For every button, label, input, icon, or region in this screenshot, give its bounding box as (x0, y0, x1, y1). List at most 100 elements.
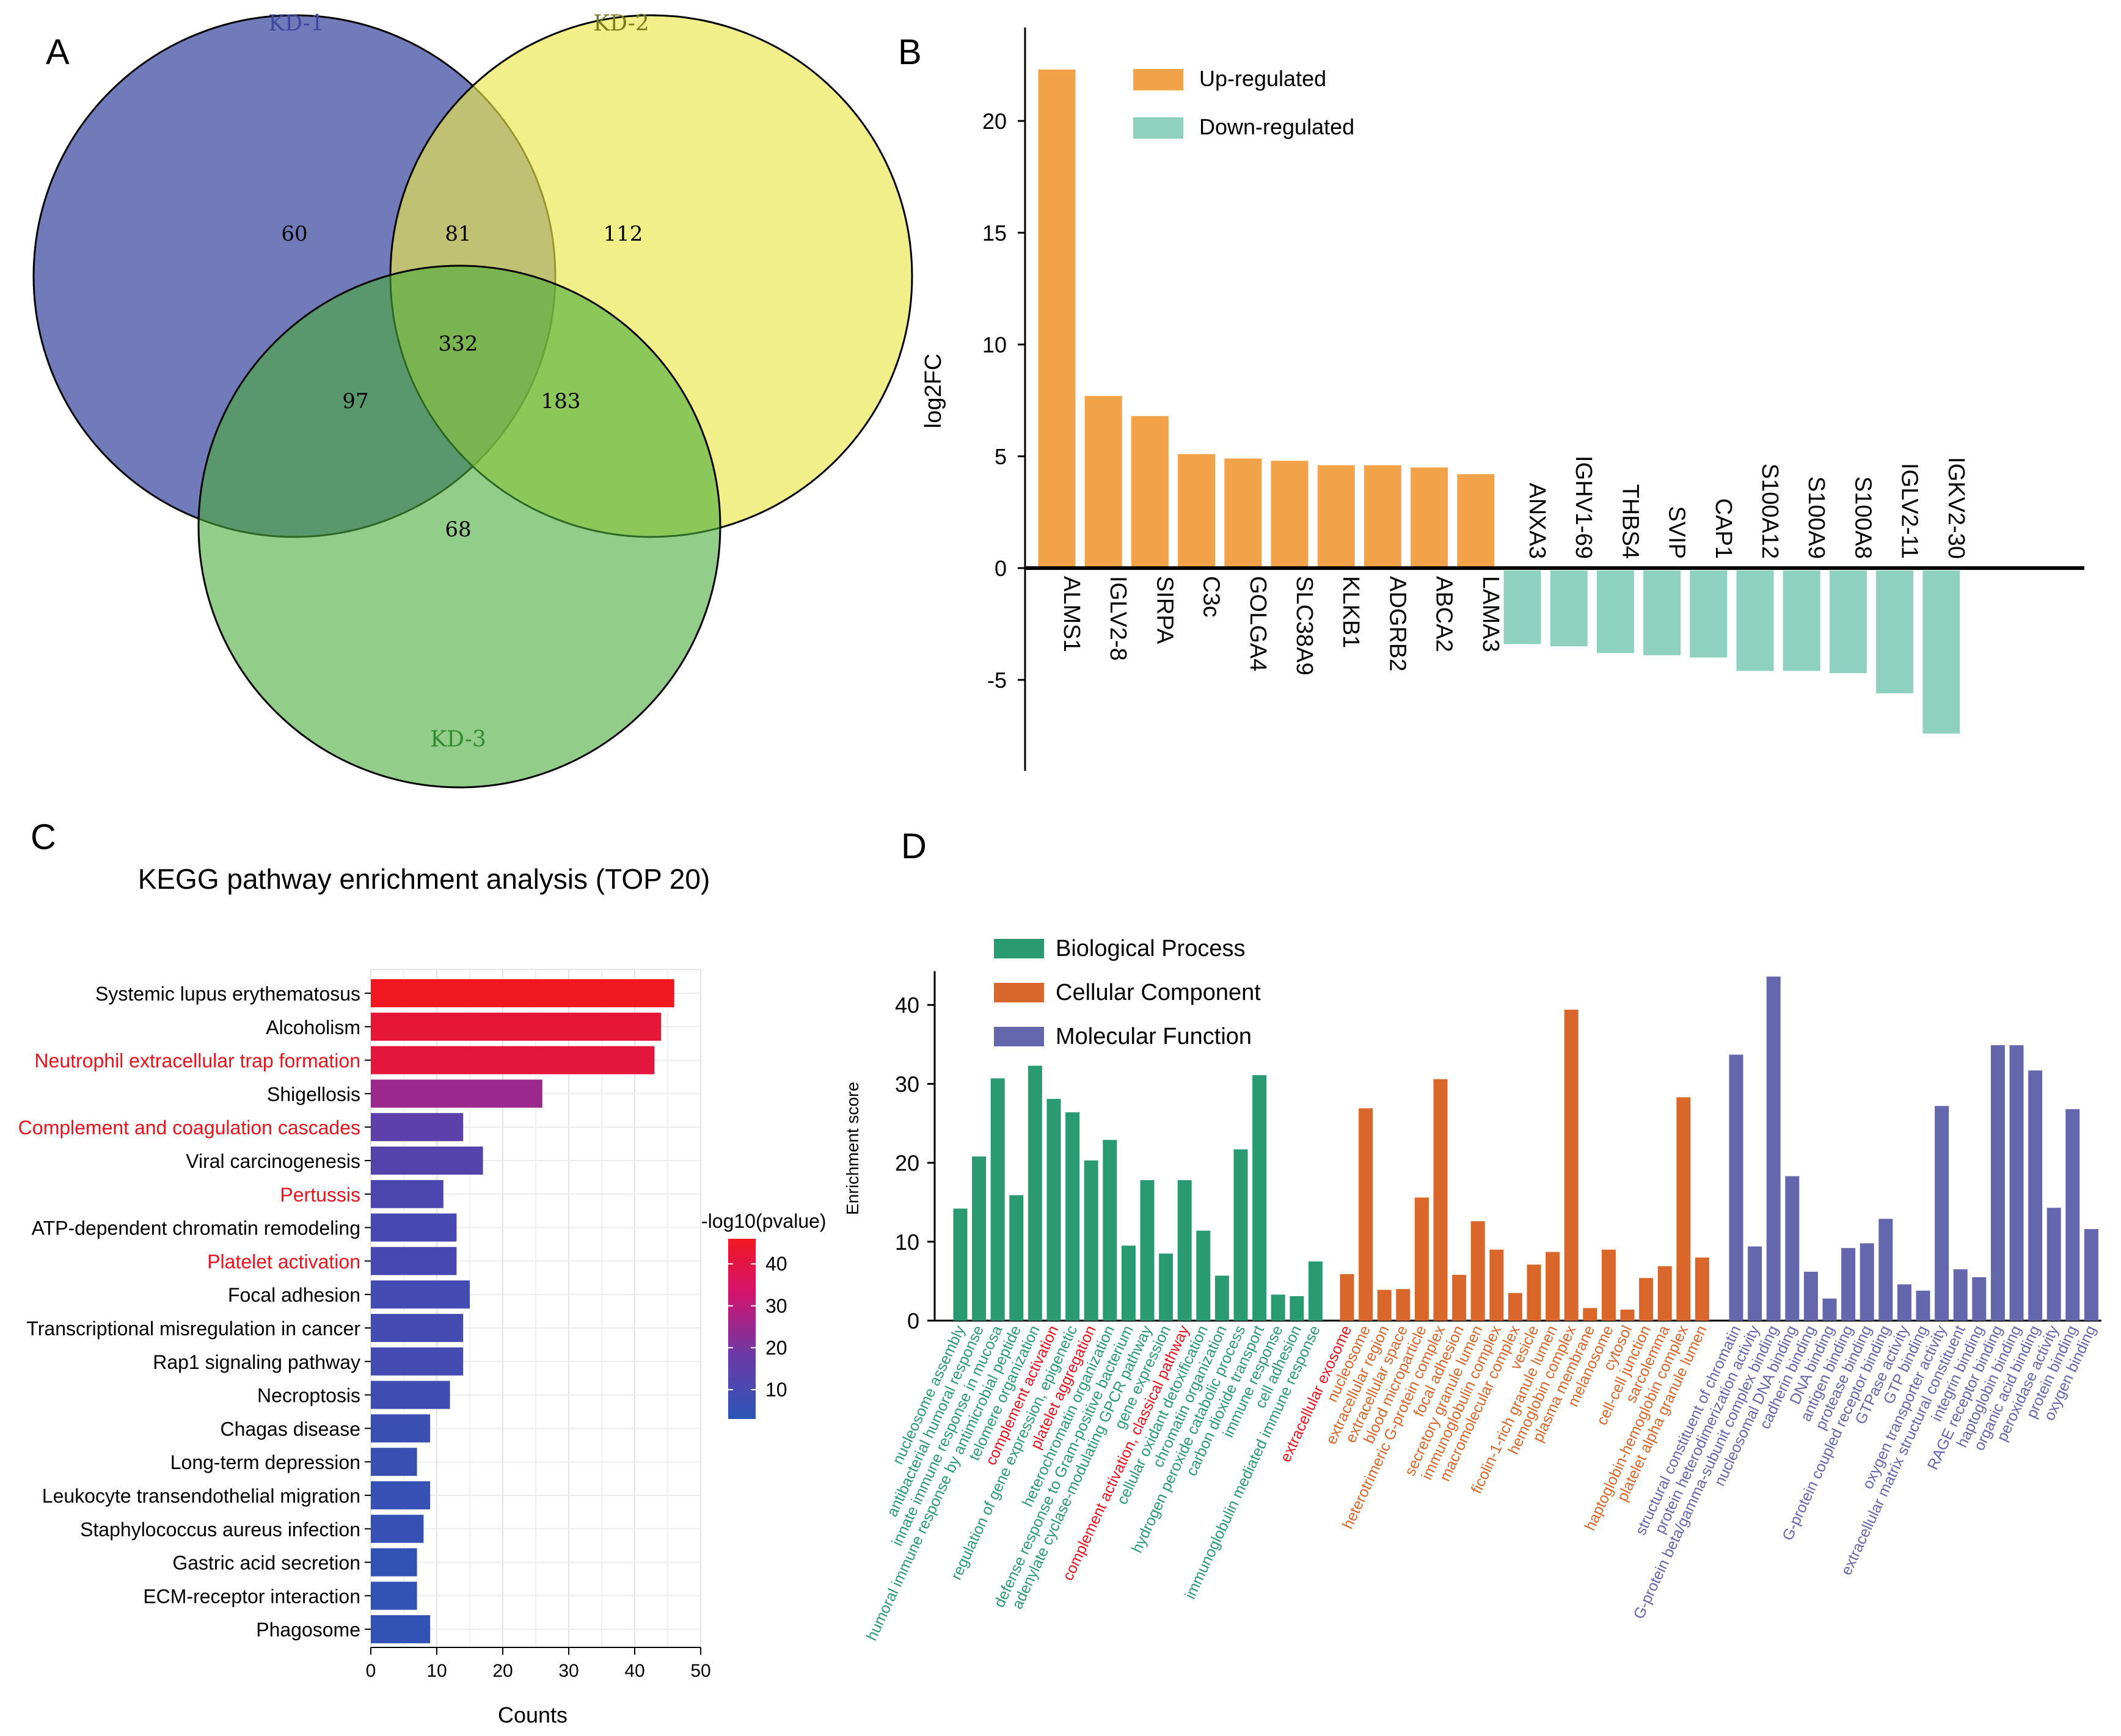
b-bar-ANXA3 (1503, 571, 1541, 644)
c-x-tick-label: 50 (690, 1661, 710, 1681)
d-bar-1-12 (1564, 1009, 1579, 1321)
d-bar-1-5 (1433, 1079, 1448, 1321)
b-bar-label: C3c (1199, 576, 1224, 618)
c-x-tick-label: 20 (492, 1661, 513, 1681)
c-category-label: Platelet activation (207, 1250, 360, 1272)
b-bar-label: S100A9 (1803, 476, 1829, 559)
b-bar-KLKB1 (1317, 465, 1355, 566)
d-bar-0-3 (1009, 1195, 1024, 1321)
b-bar-label: S100A8 (1850, 476, 1875, 559)
venn-diagram: KD-1 KD-2 KD-3 60 112 68 81 97 183 332 (32, 11, 913, 789)
d-bar-2-5 (1822, 1298, 1837, 1321)
c-bar-4 (371, 1113, 464, 1142)
c-bar-8 (371, 1247, 457, 1275)
c-colorbar-tick-label: 20 (765, 1337, 787, 1359)
c-bar-11 (371, 1347, 464, 1376)
c-bar-10 (371, 1314, 464, 1342)
panel-label-c: C (31, 817, 56, 857)
d-bar-1-19 (1695, 1257, 1709, 1321)
c-bar-13 (371, 1414, 431, 1443)
venn-count-kd2-kd3: 183 (541, 389, 581, 414)
panel-label-a: A (46, 32, 70, 72)
c-category-label: Transcriptional misregulation in cancer (26, 1318, 360, 1340)
d-bar-1-10 (1527, 1264, 1541, 1321)
b-bar-label: S100A12 (1757, 464, 1783, 559)
d-bar-0-0 (953, 1208, 968, 1321)
b-bar-label: IGKV2-30 (1943, 457, 1969, 559)
d-bar-0-19 (1308, 1261, 1323, 1321)
c-bar-3 (371, 1079, 542, 1108)
c-colorbar-tick-label: 10 (765, 1379, 787, 1401)
b-bar-ABCA2 (1411, 467, 1448, 566)
c-x-tick-label: 40 (624, 1661, 644, 1681)
c-category-label: ATP-dependent chromatin remodeling (32, 1217, 360, 1239)
d-bar-2-19 (2084, 1229, 2098, 1321)
d-bar-0-18 (1290, 1296, 1304, 1321)
b-bar-IGKV2-30 (1922, 571, 1960, 734)
c-category-label: Neutrophil extracellular trap formation (34, 1050, 360, 1072)
b-bar-label: IGHV1-69 (1571, 456, 1596, 559)
venn-label-kd2: KD-2 (593, 11, 649, 36)
b-bar-C3c (1178, 454, 1216, 566)
c-bar-5 (371, 1147, 483, 1175)
b-legend-down-label: Down-regulated (1199, 114, 1354, 139)
b-y-tick-label: 0 (995, 556, 1007, 581)
d-bar-1-6 (1452, 1275, 1467, 1321)
d-bar-2-14 (1990, 1045, 2005, 1321)
d-bar-2-3 (1785, 1176, 1800, 1321)
venn-count-kd1-kd3: 97 (342, 389, 368, 414)
d-bar-0-6 (1065, 1112, 1080, 1321)
venn-count-only-kd3: 68 (445, 517, 471, 542)
d-bar-2-4 (1803, 1271, 1818, 1321)
c-category-label: ECM-receptor interaction (143, 1585, 360, 1607)
d-legend-bp-swatch (994, 939, 1044, 958)
b-y-tick-label: -5 (987, 668, 1007, 693)
kegg-chart: KEGG pathway enrichment analysis (TOP 20… (18, 863, 827, 1727)
d-legend-mf-swatch (994, 1027, 1044, 1046)
c-bar-19 (371, 1615, 431, 1644)
d-bar-1-18 (1676, 1097, 1691, 1321)
c-x-label: Counts (498, 1702, 568, 1727)
d-bar-1-17 (1657, 1266, 1672, 1321)
panel-label-d: D (901, 826, 927, 866)
b-bar-label: ALMS1 (1059, 576, 1084, 652)
b-bar-SIRPA (1131, 416, 1169, 566)
d-bar-0-14 (1214, 1275, 1229, 1321)
d-bar-2-10 (1916, 1290, 1930, 1321)
c-bar-16 (371, 1514, 424, 1543)
d-bar-2-11 (1935, 1106, 1949, 1321)
c-bar-1 (371, 1012, 662, 1041)
c-category-label: Focal adhesion (228, 1284, 360, 1306)
b-bar-label: GOLGA4 (1245, 576, 1271, 671)
d-legend-cc-label: Cellular Component (1056, 980, 1261, 1005)
c-colorbar-title: -log10(pvalue) (701, 1210, 827, 1232)
b-bar-label: THBS4 (1617, 484, 1643, 559)
log2fc-chart: -5 0 5 10 15 20 ALMS1 IGLV2-8 SIRPA C3c GOLGA4 SLC… (921, 27, 2084, 771)
b-bar-label: CAP1 (1710, 498, 1736, 559)
b-bar-label: SVIP (1664, 506, 1690, 559)
b-legend-up-label: Up-regulated (1199, 66, 1326, 91)
b-bar-label: ANXA3 (1524, 483, 1550, 559)
c-category-label: Chagas disease (221, 1418, 360, 1440)
c-category-label: Necroptosis (257, 1385, 360, 1407)
d-bar-0-12 (1177, 1180, 1192, 1321)
d-y-tick-label: 0 (907, 1308, 919, 1333)
d-bar-0-11 (1159, 1253, 1174, 1321)
c-x-tick-label: 30 (558, 1661, 579, 1681)
b-y-tick-label: 10 (982, 332, 1007, 357)
c-x-tick-label: 10 (426, 1661, 447, 1681)
d-bar-2-8 (1878, 1219, 1893, 1321)
c-category-label: Staphylococcus aureus infection (80, 1519, 360, 1541)
b-bar-S100A12 (1736, 571, 1774, 671)
d-bar-1-4 (1414, 1197, 1429, 1321)
c-category-label: Rap1 signaling pathway (153, 1351, 360, 1373)
panel-label-b: B (898, 32, 922, 72)
b-bar-label: SIRPA (1152, 576, 1177, 644)
venn-label-kd3: KD-3 (430, 727, 486, 752)
d-bar-0-8 (1103, 1140, 1117, 1321)
d-y-tick-label: 30 (895, 1071, 919, 1096)
d-bar-1-0 (1340, 1274, 1354, 1321)
c-bar-6 (371, 1180, 444, 1208)
